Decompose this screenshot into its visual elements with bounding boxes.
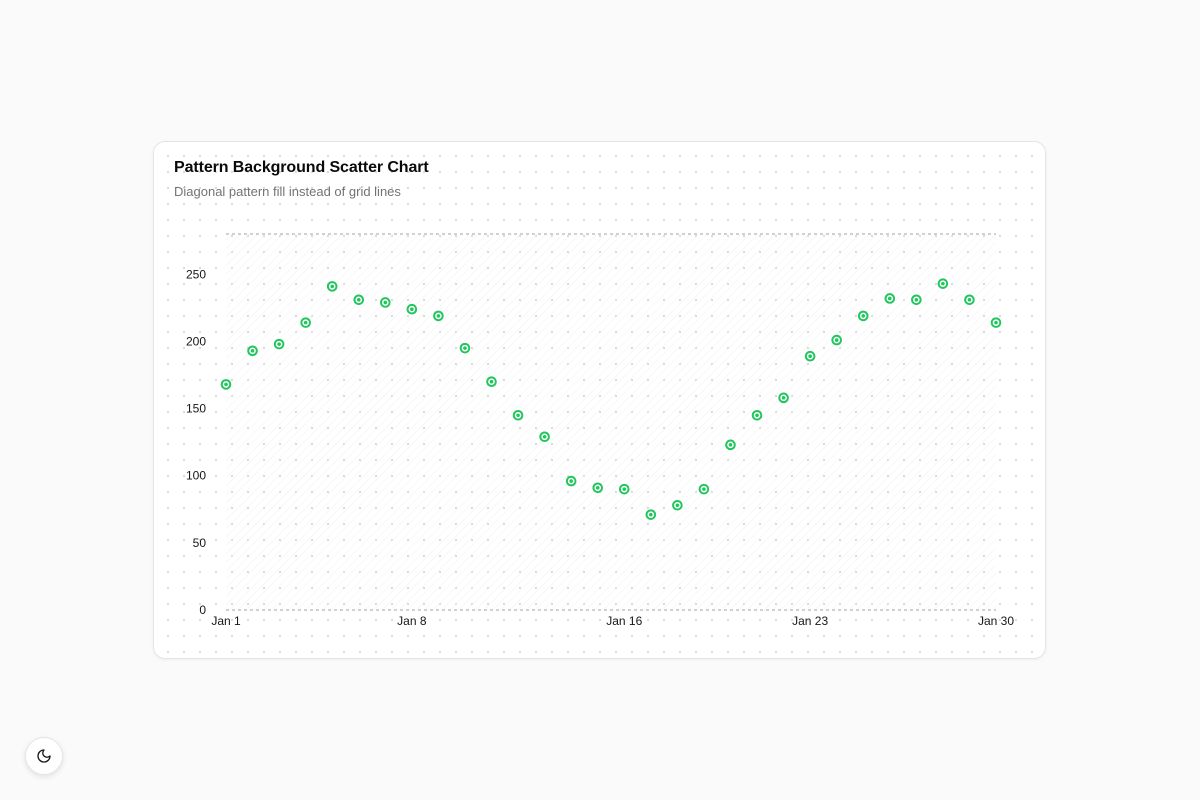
scatter-point[interactable] (539, 431, 550, 443)
scatter-point[interactable] (778, 392, 789, 404)
x-tick-label: Jan 8 (397, 614, 427, 628)
chart-title: Pattern Background Scatter Chart (174, 159, 429, 176)
scatter-point[interactable] (300, 317, 311, 328)
scatter-point[interactable] (353, 294, 365, 306)
scatter-point[interactable] (964, 294, 975, 306)
x-tick-label: Jan 23 (792, 614, 828, 628)
scatter-point[interactable] (247, 345, 258, 357)
scatter-point[interactable] (831, 334, 842, 346)
plot-pattern-background (226, 234, 996, 610)
x-tick-label: Jan 16 (606, 614, 642, 628)
scatter-point[interactable] (911, 294, 922, 306)
scatter-point[interactable] (645, 509, 657, 520)
scatter-point[interactable] (406, 303, 418, 315)
scatter-point[interactable] (725, 439, 736, 451)
y-tick-label: 150 (186, 402, 206, 416)
scatter-point[interactable] (486, 376, 497, 388)
x-tick-label: Jan 30 (978, 614, 1014, 628)
scatter-point[interactable] (273, 338, 285, 350)
scatter-point[interactable] (804, 350, 816, 362)
scatter-points (220, 278, 1002, 520)
scatter-point[interactable] (884, 293, 896, 304)
scatter-point[interactable] (592, 482, 604, 494)
scatter-point[interactable] (751, 409, 763, 421)
scatter-point[interactable] (380, 297, 391, 308)
y-axis: 0 50 100 150 200 250 (186, 267, 206, 617)
y-tick-label: 250 (186, 267, 206, 281)
scatter-point[interactable] (220, 379, 232, 390)
scatter-point[interactable] (937, 278, 949, 289)
scatter-point[interactable] (698, 483, 710, 495)
scatter-point[interactable] (459, 342, 471, 354)
moon-icon (37, 749, 51, 763)
y-tick-label: 50 (193, 536, 207, 550)
y-tick-label: 200 (186, 334, 206, 348)
scatter-point[interactable] (857, 310, 869, 322)
scatter-point[interactable] (512, 409, 524, 421)
scatter-point[interactable] (433, 310, 444, 322)
scatter-point[interactable] (618, 483, 630, 495)
theme-toggle-button[interactable] (25, 737, 63, 775)
chart-subtitle: Diagonal pattern fill instead of grid li… (174, 184, 401, 199)
y-tick-label: 100 (186, 469, 206, 483)
scatter-point[interactable] (672, 499, 683, 511)
chart-card: Pattern Background Scatter Chart Diagona… (153, 141, 1046, 659)
scatter-point[interactable] (565, 475, 577, 487)
x-axis: Jan 1 Jan 8 Jan 16 Jan 23 Jan 30 (211, 614, 1014, 628)
y-tick-label: 0 (199, 603, 206, 617)
scatter-point[interactable] (326, 281, 338, 292)
scatter-point[interactable] (990, 317, 1002, 328)
x-tick-label: Jan 1 (211, 614, 241, 628)
